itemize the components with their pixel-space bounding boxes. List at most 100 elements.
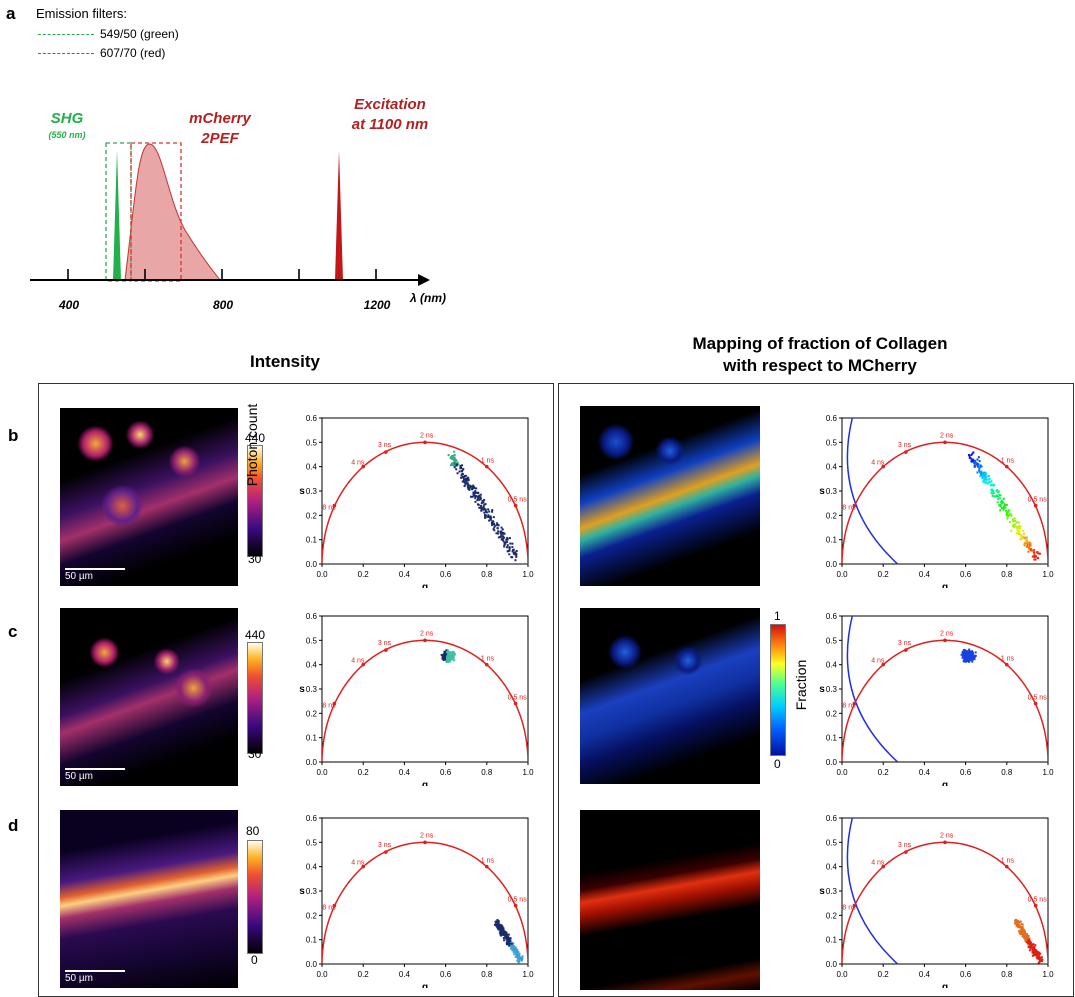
scatter-point [1030,945,1033,948]
scatter-point [502,932,505,935]
scatter-point [1015,532,1018,535]
scatter-point [474,490,477,493]
scatter-point [469,484,472,487]
scatter-point [1037,552,1040,555]
scatter-point [1018,525,1021,528]
y-tick-label: 0.1 [306,936,318,945]
scatter-point [1007,515,1010,518]
scatter-point [476,503,479,506]
scatter-point [970,652,973,655]
scatter-point [464,483,467,486]
scatter-point [1029,542,1032,545]
scatter-point [448,652,451,655]
scatter-point [961,656,964,659]
scatter-point [516,948,519,951]
scatter-point [1017,527,1020,530]
scatter-point [974,462,977,465]
scatter-point [965,658,968,661]
scatter-point [1014,920,1017,923]
scatter-point [504,542,507,545]
axis-ticks [67,269,377,280]
scatter-point [978,467,981,470]
scatter-point [460,476,463,479]
lifetime-label: 4 ns [351,460,365,467]
scatter-point [977,463,980,466]
scatter-point [456,472,459,475]
scatter-point [503,545,506,548]
lifetime-label: 8 ns [322,905,336,912]
scatter-point [463,478,466,481]
scatter-point [448,651,451,654]
intensity-image-c: 50 µm [60,608,238,786]
y-tick-label: 0.2 [306,709,318,718]
y-tick-label: 0.6 [826,612,838,621]
scatter-point [989,480,992,483]
scatter-point [973,658,976,661]
scatter-point [489,515,492,518]
lifetime-label: 4 ns [871,460,885,467]
scatter-point [500,535,503,538]
scatter-point [1031,954,1034,957]
y-tick-label: 0.3 [826,887,838,896]
scatter-point [967,658,970,661]
lifetime-label: 1 ns [1001,656,1015,663]
scatter-point [515,550,518,553]
scatter-point [988,477,991,480]
scatter-point [514,955,517,958]
y-tick-label: 0.0 [306,758,318,767]
scatter-point [982,472,985,475]
scatter-point [452,458,455,461]
scatter-point [479,506,482,509]
x-tick-label: 0.0 [836,570,848,579]
scatter-point [508,537,511,540]
scatter-point [500,526,503,529]
scatter-point [1010,529,1013,532]
scatter-point [991,490,994,493]
scatter-point [973,465,976,468]
scatter-point [455,464,458,467]
scatter-point [442,658,445,661]
lifetime-label: 4 ns [351,658,365,665]
scatter-point [971,452,974,455]
scatter-point [446,658,449,661]
scatter-point [980,472,983,475]
scatter-point [1014,519,1017,522]
scatter-point [1030,941,1033,944]
mcherry-sublabel: 2PEF [201,130,239,147]
x-tick-label: 0.0 [316,768,328,777]
lifetime-marker [881,464,885,469]
blue-arc [846,418,899,564]
scatter-point [513,946,516,949]
scatter-point [514,553,517,556]
lifetime-marker [332,503,337,508]
intensity-title: Intensity [250,352,320,371]
scatter-point [1040,958,1043,961]
scatter-point [517,951,520,954]
lifetime-label: 8 ns [842,905,856,912]
scatter-point [459,467,462,470]
scatter-point [971,658,974,661]
scatter-point [507,939,510,942]
plot-frame [841,417,1049,565]
scatter-point [1012,523,1015,526]
scatter-point [473,492,476,495]
scatter-point [972,654,975,657]
scatter-point [491,509,494,512]
y-axis-label: s [819,684,825,695]
scatter-point [487,508,490,511]
scatter-point [968,455,971,458]
scatter-point [462,477,465,480]
y-tick-label: 0.4 [306,661,318,670]
scatter-point [1027,550,1030,553]
lifetime-marker [1005,464,1009,469]
scatter-point [490,521,493,524]
scatter-point [453,454,456,457]
wavelength-label: λ (nm) [410,291,446,305]
lifetime-label: 2 ns [420,832,434,839]
scatter-point [1027,546,1030,549]
y-tick-label: 0.4 [826,863,838,872]
scatter-point [1037,557,1040,560]
scatter-point [1022,934,1025,937]
scatter-point [521,959,524,962]
colorbar-c [247,642,263,754]
